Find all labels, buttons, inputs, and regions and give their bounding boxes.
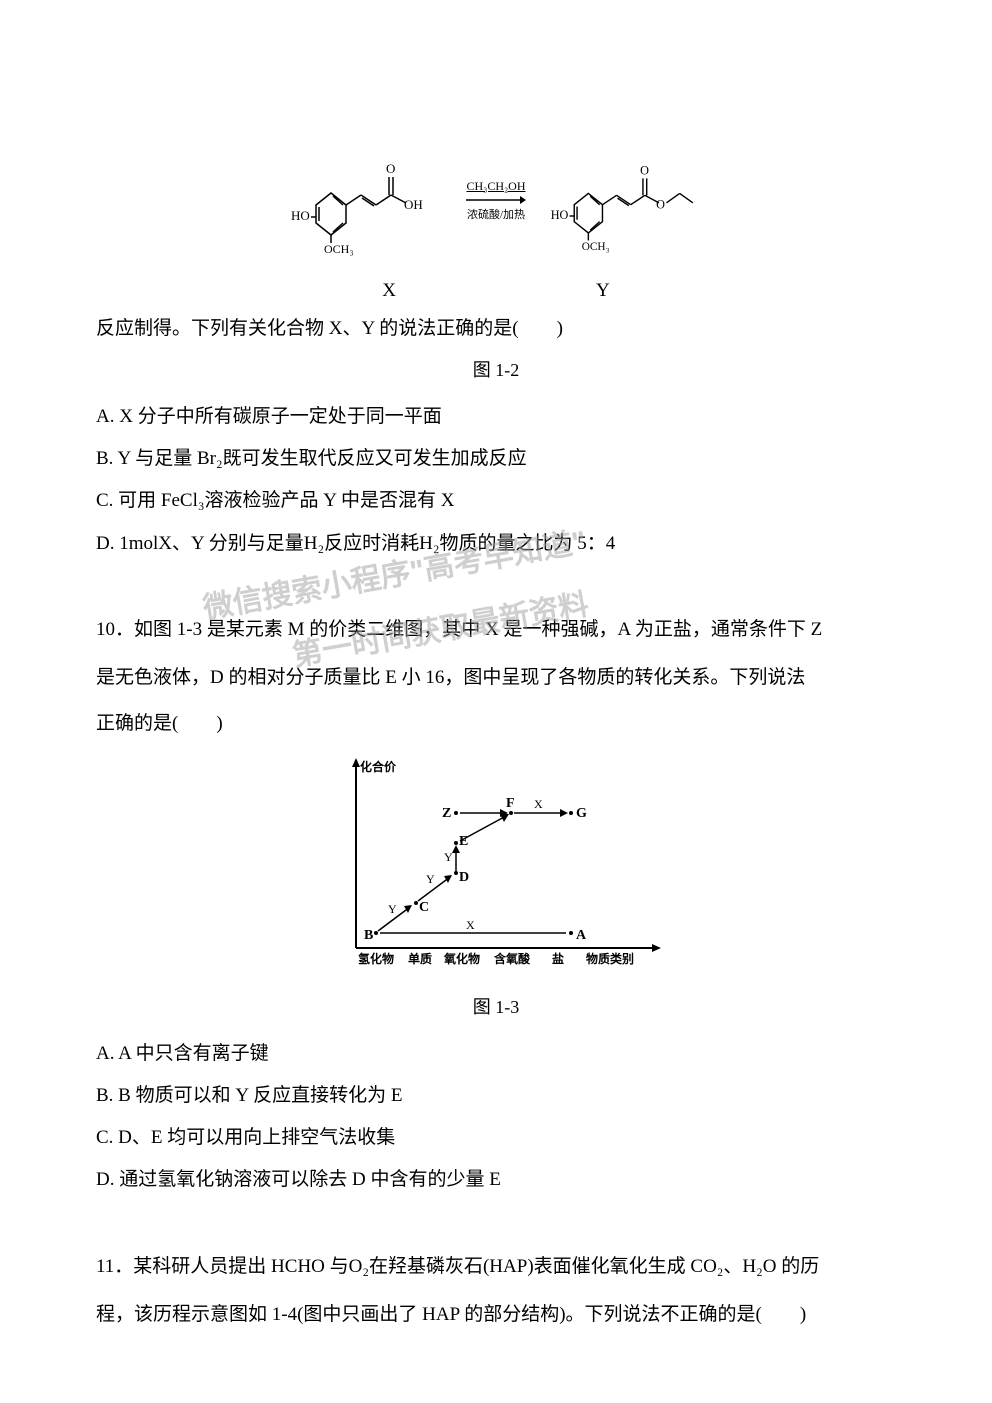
q10-diagram: 化合价 氢化物 单质 氧化物 含氧酸 盐 物质类别 B C D E Z F G … <box>96 753 896 983</box>
q10-option-c: C. D、E 均可以用向上排空气法收集 <box>96 1121 896 1155</box>
svg-text:氢化物: 氢化物 <box>358 951 394 966</box>
svg-text:X: X <box>466 918 475 932</box>
arrow-svg <box>466 194 526 206</box>
x-label: X <box>382 280 396 302</box>
svg-text:Y: Y <box>444 850 453 864</box>
valence-diagram-svg: 化合价 氢化物 单质 氧化物 含氧酸 盐 物质类别 B C D E Z F G … <box>316 753 676 983</box>
y-label: Y <box>596 280 610 302</box>
svg-text:G: G <box>576 806 587 821</box>
reagent-top: CH₃CH₂OH <box>466 179 525 194</box>
svg-text:盐: 盐 <box>552 951 564 966</box>
q9-option-b: B. Y 与足量 Br₂既可发生取代反应又可发生加成反应 <box>96 442 896 476</box>
ho-label: HO <box>291 208 310 223</box>
q10-option-d: D. 通过氢氧化钠溶液可以除去 D 中含有的少量 E <box>96 1163 896 1197</box>
figure-1-3-caption: 图 1-3 <box>96 993 896 1019</box>
och3-label: OCH₃ <box>324 242 354 256</box>
molecule-x: HO OCH₃ O OH <box>286 140 446 260</box>
svg-text:Z: Z <box>442 806 451 821</box>
svg-text:物质类别: 物质类别 <box>586 951 634 966</box>
svg-text:D: D <box>459 870 469 885</box>
svg-text:含氧酸: 含氧酸 <box>494 951 531 966</box>
q10-option-a: A. A 中只含有离子键 <box>96 1037 896 1071</box>
molecule-y-svg: HO OCH₃ O O <box>546 140 706 260</box>
och3-label-y: OCH₃ <box>582 241 610 253</box>
oh-label: OH <box>404 197 423 212</box>
svg-text:氧化物: 氧化物 <box>443 951 480 966</box>
xy-labels: X Y <box>96 280 896 302</box>
svg-text:X: X <box>534 797 543 811</box>
q10-option-b: B. B 物质可以和 Y 反应直接转化为 E <box>96 1079 896 1113</box>
svg-text:Y: Y <box>426 872 435 886</box>
q10-stem-1: 10．如图 1-3 是某元素 M 的价类二维图，其中 X 是一种强碱，A 为正盐… <box>96 611 896 649</box>
o-ester-y: O <box>656 197 665 211</box>
svg-text:C: C <box>419 900 429 915</box>
ho-label-y: HO <box>551 208 569 222</box>
svg-text:A: A <box>576 928 587 943</box>
reagent-bottom: 浓硫酸/加热 <box>467 206 525 222</box>
q9-option-a: A. X 分子中所有碳原子一定处于同一平面 <box>96 400 896 434</box>
q9-option-d: D. 1molX、Y 分别与足量H₂反应时消耗H₂物质的量之比为 5：4 <box>96 527 896 561</box>
molecule-x-svg: HO OCH₃ O OH <box>286 140 446 260</box>
q9-option-c: C. 可用 FeCl₃溶液检验产品 Y 中是否混有 X <box>96 484 896 518</box>
svg-text:Y: Y <box>388 902 397 916</box>
molecule-y: HO OCH₃ O O <box>546 140 706 260</box>
o-label: O <box>386 161 395 176</box>
q11-stem-2: 程，该历程示意图如 1-4(图中只画出了 HAP 的部分结构)。下列说法不正确的… <box>96 1296 896 1334</box>
q11-stem-1: 11．某科研人员提出 HCHO 与O₂在羟基磷灰石(HAP)表面催化氧化生成 C… <box>96 1248 896 1286</box>
q9-trailing: 反应制得。下列有关化合物 X、Y 的说法正确的是( ) <box>96 310 896 348</box>
reaction-diagram: HO OCH₃ O OH CH₃CH₂OH 浓硫酸/加热 <box>96 140 896 260</box>
svg-text:F: F <box>506 796 515 811</box>
svg-text:单质: 单质 <box>408 951 432 966</box>
q10-stem-3: 正确的是( ) <box>96 705 896 743</box>
q10-stem-2: 是无色液体，D 的相对分子质量比 E 小 16，图中呈现了各物质的转化关系。下列… <box>96 659 896 697</box>
svg-text:化合价: 化合价 <box>360 759 397 774</box>
reaction-arrow: CH₃CH₂OH 浓硫酸/加热 <box>466 179 526 222</box>
figure-1-2-caption: 图 1-2 <box>96 356 896 382</box>
svg-text:B: B <box>364 928 373 943</box>
o-label-y: O <box>640 164 649 178</box>
